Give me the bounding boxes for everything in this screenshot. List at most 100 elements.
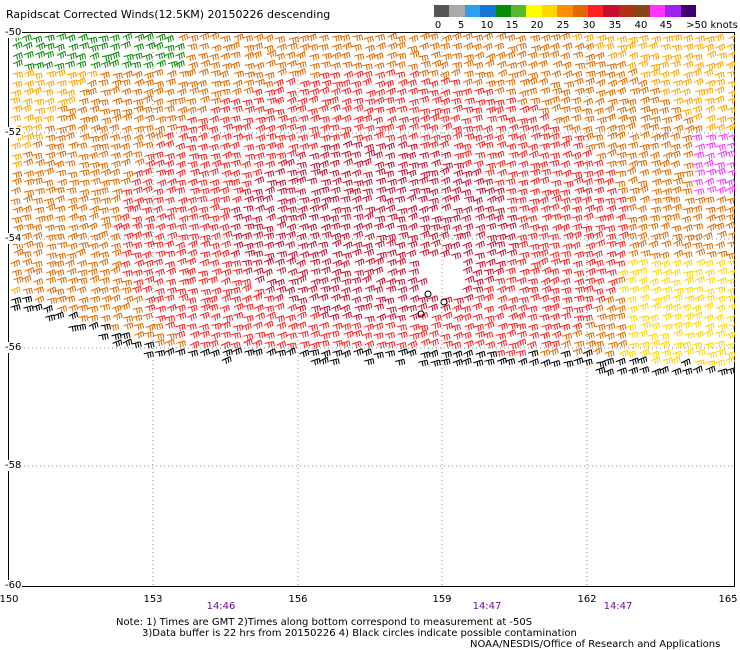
wind-barb [639,143,650,151]
wind-barb [506,304,517,312]
wind-barb [517,97,528,106]
wind-barb [607,278,618,287]
wind-barb [386,60,397,68]
wind-barb [32,35,43,43]
wind-barb [12,171,23,179]
wind-barb [364,211,374,220]
wind-barb [65,295,76,303]
colorbar-swatch [634,5,650,17]
wind-barb [704,97,715,105]
wind-barb [143,79,154,87]
wind-barb [671,367,682,376]
wind-barb [87,305,99,313]
wind-barb [506,276,517,284]
wind-barb [298,35,309,43]
wind-barb [23,158,34,166]
wind-barb [636,205,647,213]
wind-barb [606,160,617,168]
wind-barb [505,267,516,275]
wind-barb [462,170,473,178]
wind-barb [275,134,286,142]
wind-barb [574,186,585,195]
wind-barb [670,60,681,68]
wind-barb [375,205,386,214]
wind-barb [296,297,308,305]
wind-barb [386,313,397,321]
wind-barb [396,224,408,231]
wind-barb [296,311,307,319]
wind-barb [98,79,109,87]
wind-barb [87,222,98,231]
wind-barb [582,177,593,186]
wind-barb [34,295,45,304]
wind-barb [726,197,735,205]
wind-barb [626,223,637,231]
wind-barb [463,54,475,61]
speed-colorbar [434,5,696,17]
wind-barb [604,332,615,340]
wind-barb [649,123,659,131]
wind-barb [550,360,561,368]
wind-barb [727,142,735,150]
wind-barb [397,134,407,142]
wind-barb [339,232,350,240]
wind-barb [33,278,44,286]
wind-barb [527,60,538,69]
wind-barb [32,231,43,240]
wind-barb [222,123,233,131]
wind-barb [463,70,474,78]
wind-barb [706,185,717,194]
wind-barb [574,135,585,142]
wind-barb [704,295,715,302]
wind-barb [549,313,560,321]
wind-barb [10,286,21,295]
wind-barb [420,134,431,142]
wind-barb [461,117,472,125]
wind-barb [428,303,438,312]
wind-barb [505,79,516,86]
wind-barb [549,189,560,197]
wind-barb [684,124,695,133]
wind-barb [101,117,112,125]
wind-barb [453,297,464,305]
wind-barb [132,98,144,106]
wind-barb [176,312,187,320]
wind-barb [440,333,451,341]
wind-barb [376,313,387,322]
wind-barb [177,197,188,205]
wind-barb [692,269,703,276]
wind-barb [560,160,571,168]
wind-barb [122,113,132,121]
wind-barb [244,105,255,114]
wind-barb [142,106,153,114]
wind-barb [497,69,508,78]
lat-label-58: -58 [4,460,23,471]
wind-barb [373,332,384,340]
note-line-1: Note: 1) Times are GMT 2)Times along bot… [116,617,533,628]
wind-barb [154,268,165,276]
wind-barb [109,178,120,186]
wind-barb [111,305,122,313]
wind-barb [12,59,23,68]
wind-barb [516,69,527,77]
wind-barb [582,149,592,158]
wind-barb [343,158,353,167]
wind-barb [185,54,197,62]
wind-barb [221,356,232,364]
wind-barb [298,88,310,96]
wind-barb [649,214,661,222]
wind-barb [97,125,108,133]
wind-map-canvas [8,32,735,587]
wind-barb [395,61,406,69]
lat-label-60: -60 [4,580,23,591]
wind-barb [616,151,627,159]
wind-barb [240,278,251,286]
wind-barb [563,81,575,88]
wind-barb [242,267,253,275]
wind-barb [67,203,78,212]
wind-barb [429,113,440,122]
wind-barb [505,178,516,186]
wind-barb [607,98,618,106]
wind-barb [439,167,450,175]
wind-barb [99,303,111,311]
